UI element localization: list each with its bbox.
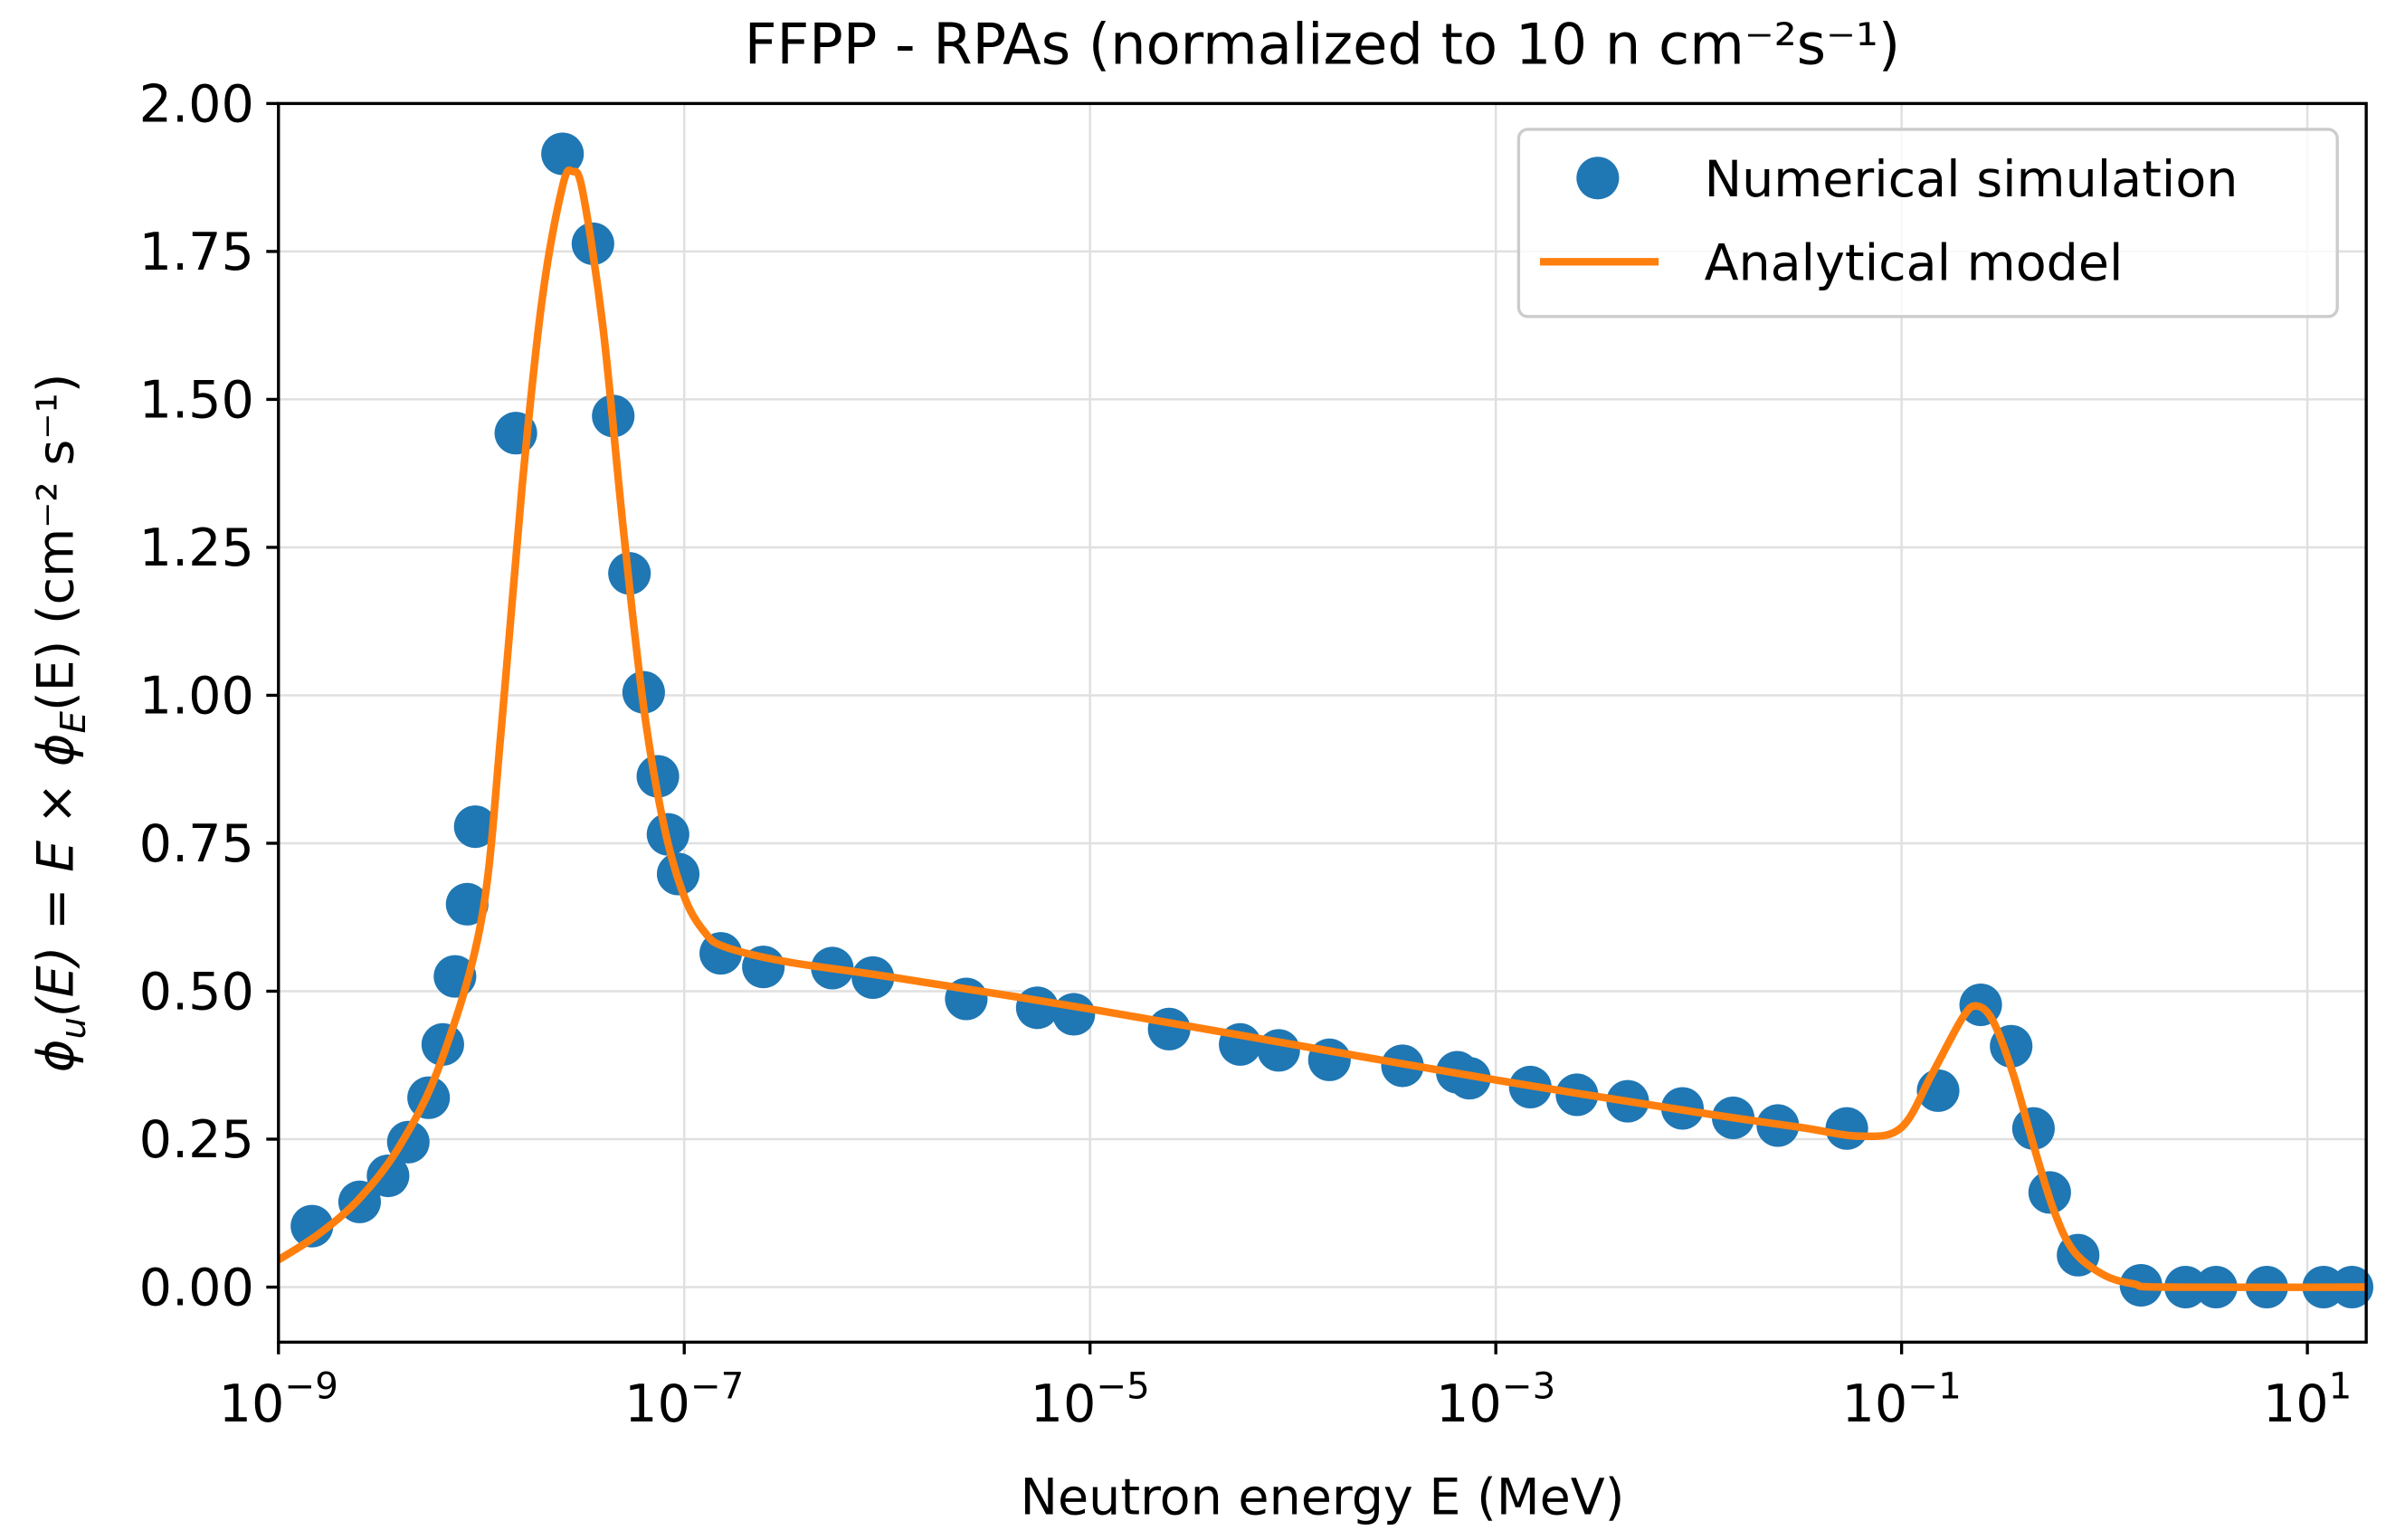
chart-title: FFPP - RPAs (normalized to 10 n cm⁻²s⁻¹): [745, 12, 1900, 78]
y-label-mid: (E) = E × ϕ: [27, 733, 86, 1017]
y-tick-label: 1.50: [139, 371, 254, 431]
legend-box: [1516, 128, 2339, 318]
y-tick-label: 0.00: [139, 1259, 254, 1318]
data-point: [541, 132, 585, 176]
x-tick-exponent: −7: [690, 1365, 745, 1408]
y-tick-label: 0.50: [139, 963, 254, 1022]
data-point: [1825, 1107, 1868, 1150]
data-point: [290, 1204, 334, 1248]
x-axis-ticks: 10−9 10−7 10−5 10−3 10−1 101: [219, 1342, 2352, 1434]
x-tick-label: 101: [2263, 1365, 2352, 1434]
data-point: [366, 1155, 410, 1198]
y-tick-label: 0.75: [139, 814, 254, 874]
x-tick-exponent: −9: [284, 1365, 338, 1408]
x-tick-base: 10: [219, 1374, 285, 1434]
y-label-units: (E) (cm⁻² s⁻¹): [27, 374, 86, 711]
x-axis-label: Neutron energy E (MeV): [1021, 1468, 1625, 1526]
y-axis-label: ϕu(E) = E × ϕE(E) (cm⁻² s⁻¹): [27, 374, 94, 1073]
y-label-sub-E: E: [53, 710, 94, 733]
legend: Numerical simulation Analytical model: [1516, 128, 2339, 318]
data-point: [445, 882, 489, 926]
data-point: [453, 805, 497, 849]
y-tick-label: 1.25: [139, 518, 254, 578]
x-tick-exponent: −3: [1502, 1365, 1556, 1408]
x-tick-base: 10: [1436, 1374, 1502, 1434]
axes-frame: [277, 101, 2368, 1345]
x-tick-exponent: −5: [1096, 1365, 1149, 1408]
data-point: [1015, 986, 1059, 1030]
series-analytical-model-line: [278, 166, 2367, 1291]
y-tick-label: 1.00: [139, 667, 254, 727]
legend-label-numerical: Numerical simulation: [1705, 150, 2239, 209]
y-label-phi: ϕ: [27, 1040, 86, 1073]
x-tick-exponent: 1: [2329, 1365, 2353, 1408]
x-tick-label: 10−1: [1842, 1365, 1962, 1434]
x-tick-base: 10: [1031, 1374, 1097, 1434]
x-tick-base: 10: [1842, 1374, 1908, 1434]
x-tick-label: 10−9: [219, 1365, 338, 1434]
plot-area: [278, 132, 2373, 1309]
legend-label-analytical: Analytical model: [1705, 233, 2124, 292]
x-tick-exponent: −1: [1907, 1365, 1962, 1408]
x-tick-label: 10−7: [624, 1365, 744, 1434]
y-tick-label: 1.75: [139, 223, 254, 282]
y-axis-ticks: 0.00 0.25 0.50 0.75 1.00 1.25 1.50 1.75 2.00: [139, 75, 279, 1318]
x-tick-base: 10: [2263, 1374, 2329, 1434]
y-label-sub-u: u: [53, 1017, 94, 1040]
x-tick-label: 10−3: [1436, 1365, 1555, 1434]
y-tick-label: 2.00: [139, 75, 254, 135]
legend-marker-scatter: [1576, 157, 1620, 200]
x-tick-base: 10: [624, 1374, 690, 1434]
data-point: [1052, 993, 1096, 1036]
y-tick-label: 0.25: [139, 1110, 254, 1170]
x-tick-label: 10−5: [1031, 1365, 1150, 1434]
